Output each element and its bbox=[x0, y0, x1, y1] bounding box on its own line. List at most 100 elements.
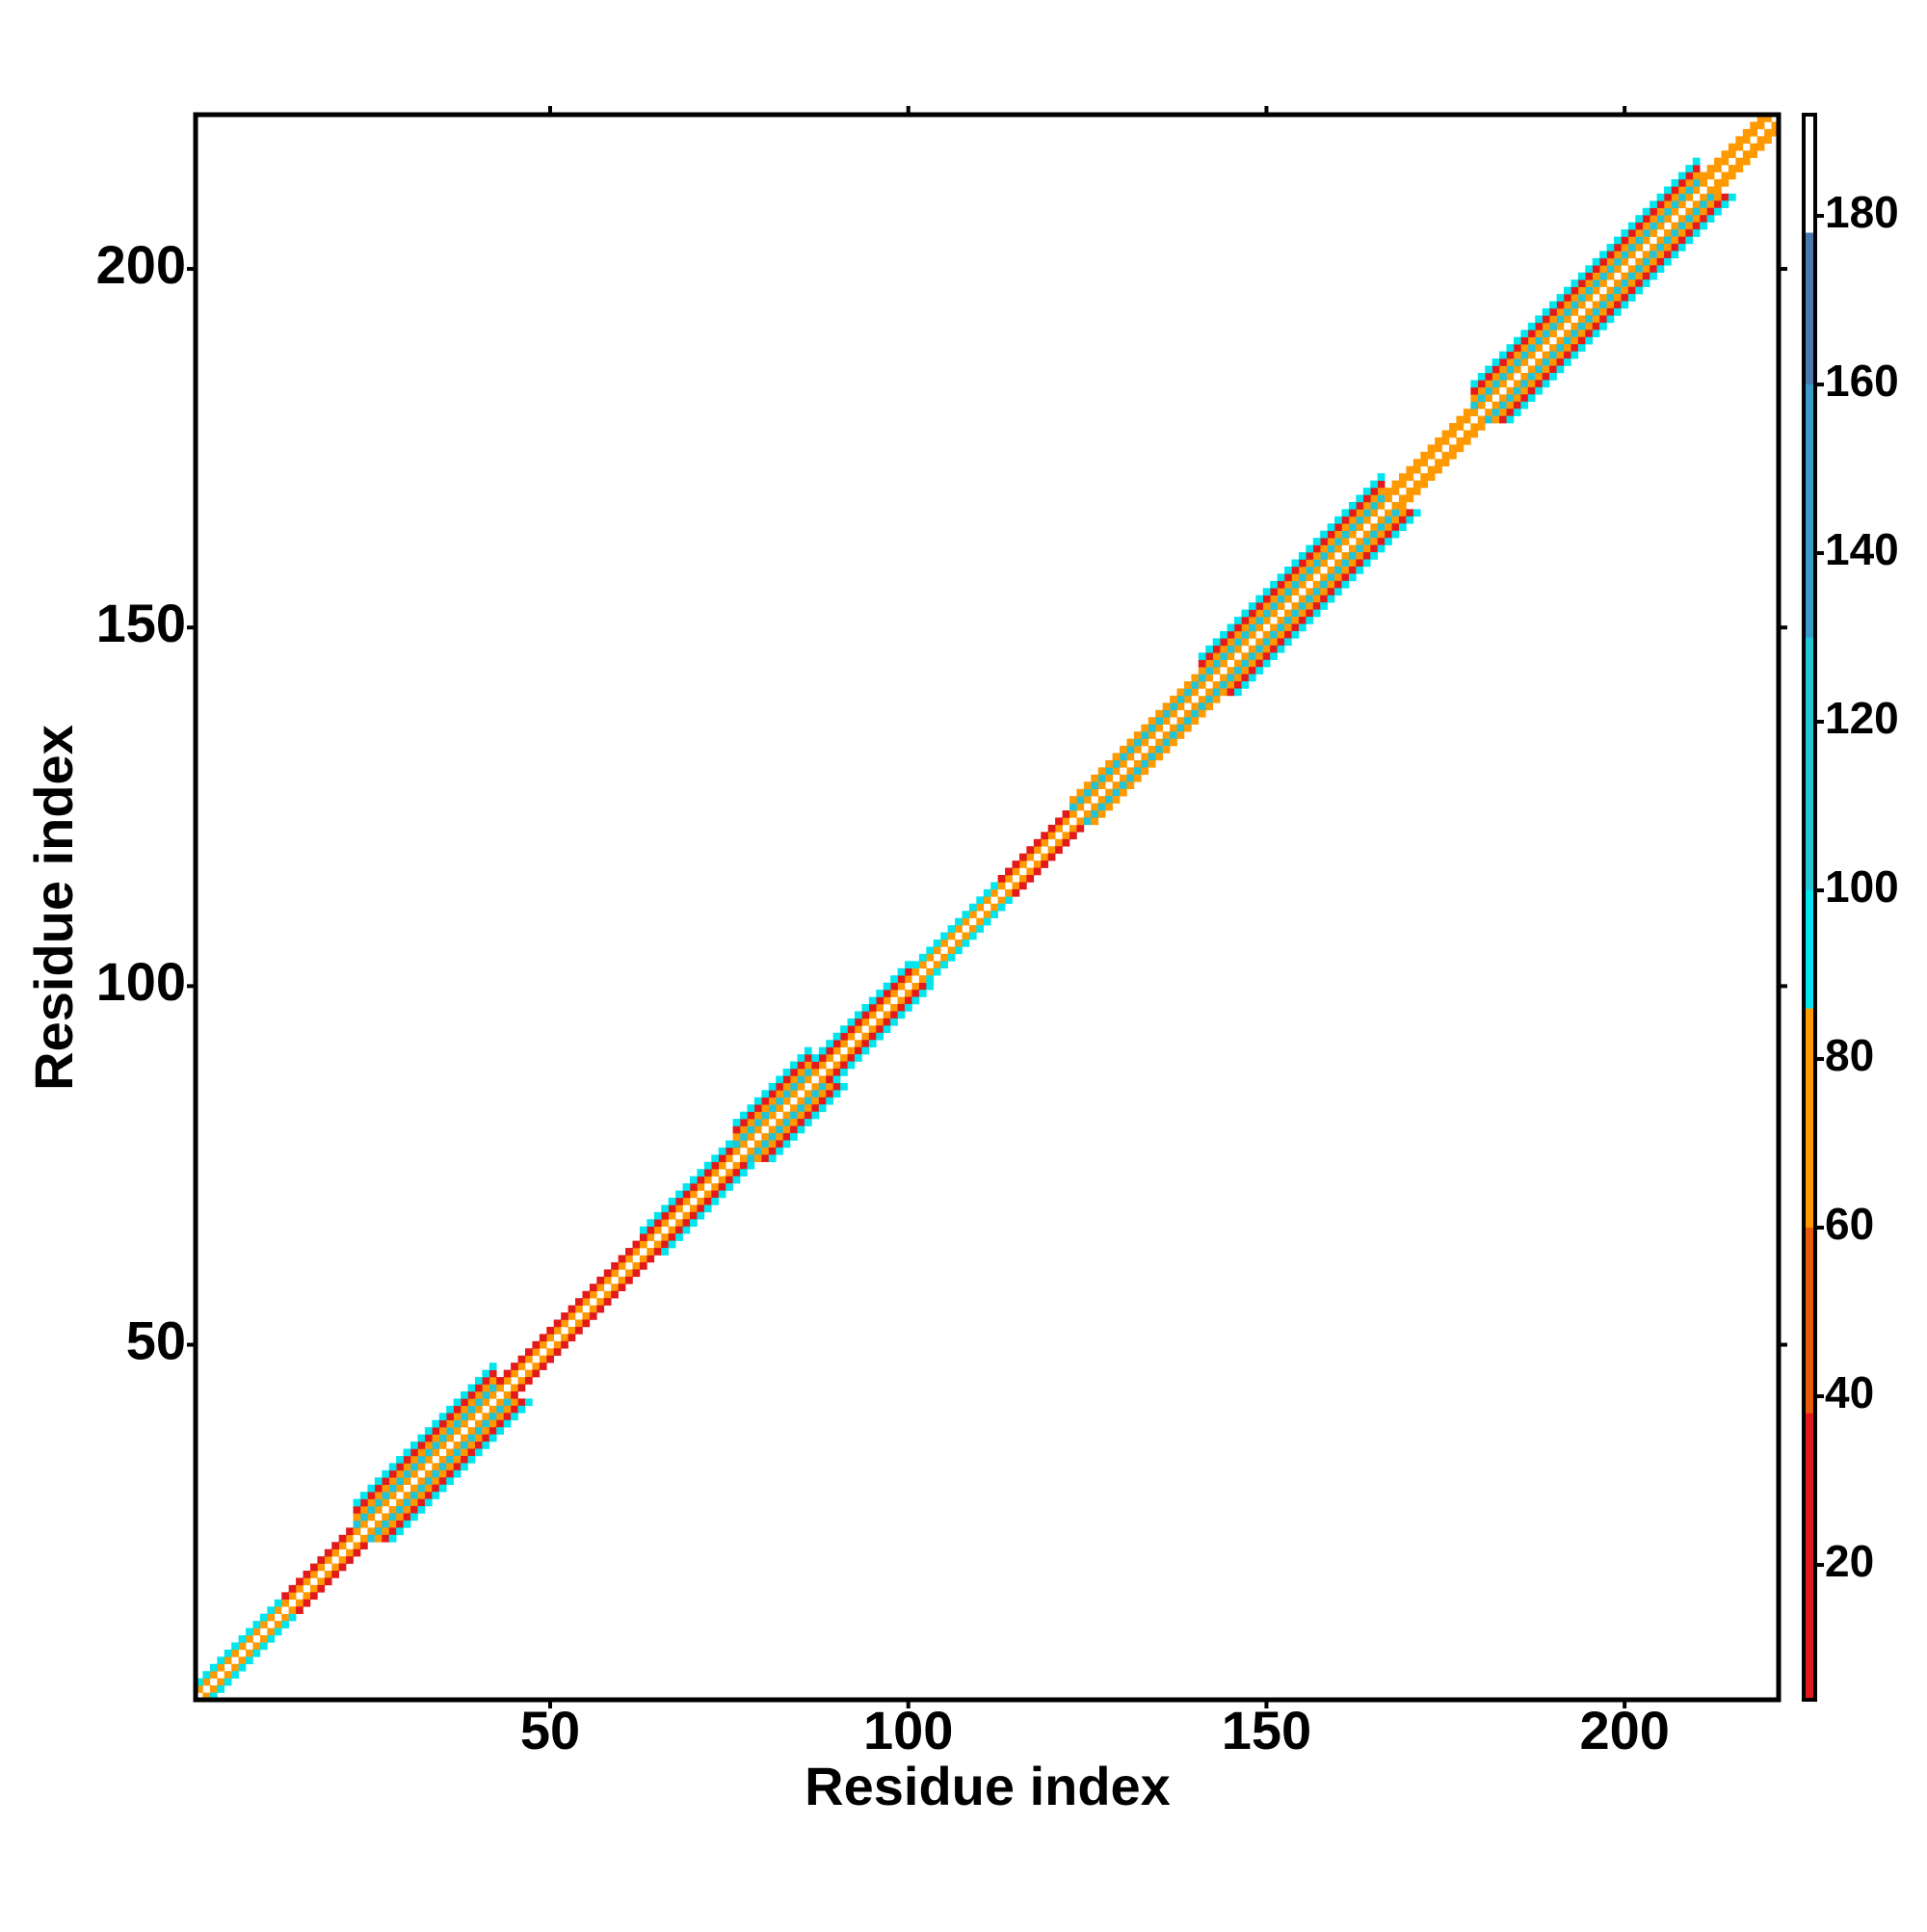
heatmap-cell bbox=[776, 1090, 783, 1098]
heatmap-cell bbox=[1477, 415, 1486, 424]
heatmap-cell bbox=[281, 1621, 289, 1628]
heatmap-cell bbox=[832, 1040, 841, 1047]
heatmap-cell bbox=[1162, 731, 1171, 739]
heatmap-cell bbox=[1477, 409, 1486, 416]
heatmap-cell bbox=[1348, 573, 1357, 582]
heatmap-cell bbox=[1284, 595, 1292, 603]
heatmap-cell bbox=[403, 1513, 411, 1522]
heatmap-cell bbox=[1742, 136, 1751, 145]
heatmap-cell bbox=[668, 1204, 676, 1213]
heatmap-cell bbox=[1018, 860, 1027, 868]
heatmap-cell bbox=[732, 1169, 741, 1177]
heatmap-cell bbox=[1306, 566, 1314, 574]
heatmap-cell bbox=[1097, 810, 1106, 818]
heatmap-cell bbox=[1614, 279, 1622, 287]
heatmap-cell bbox=[1284, 588, 1292, 596]
heatmap-cell bbox=[776, 1140, 783, 1149]
heatmap-cell bbox=[811, 1104, 820, 1112]
heatmap-cell bbox=[1721, 172, 1729, 180]
heatmap-cell bbox=[482, 1369, 490, 1378]
heatmap-cell bbox=[1277, 630, 1285, 639]
heatmap-cell bbox=[424, 1463, 433, 1471]
heatmap-cell bbox=[868, 1003, 877, 1012]
heatmap-cell bbox=[1542, 322, 1550, 331]
heatmap-cell bbox=[403, 1484, 411, 1493]
heatmap-cell bbox=[1499, 372, 1507, 381]
heatmap-cell bbox=[1577, 307, 1586, 316]
heatmap-cell bbox=[1377, 544, 1386, 553]
heatmap-cell bbox=[532, 1355, 541, 1363]
heatmap-cell bbox=[432, 1463, 440, 1471]
heatmap-cell bbox=[1671, 215, 1679, 223]
heatmap-cell bbox=[811, 1111, 820, 1120]
heatmap-cell bbox=[288, 1592, 297, 1601]
heatmap-cell bbox=[761, 1097, 770, 1105]
heatmap-cell bbox=[1334, 523, 1342, 532]
heatmap-cell bbox=[976, 896, 985, 905]
heatmap-cell bbox=[288, 1613, 297, 1622]
heatmap-cell bbox=[1155, 738, 1163, 747]
heatmap-cell bbox=[1520, 330, 1529, 338]
heatmap-cell bbox=[1441, 430, 1450, 438]
heatmap-cell bbox=[1320, 538, 1328, 545]
heatmap-cell bbox=[1248, 652, 1256, 661]
heatmap-cell bbox=[703, 1176, 712, 1184]
heatmap-cell bbox=[718, 1169, 726, 1177]
heatmap-cell bbox=[1083, 810, 1092, 818]
heatmap-cell bbox=[446, 1469, 454, 1478]
heatmap-cell bbox=[589, 1284, 597, 1292]
heatmap-cell bbox=[1635, 272, 1644, 280]
heatmap-cell bbox=[804, 1075, 812, 1084]
heatmap-cell bbox=[1170, 695, 1177, 703]
heatmap-cell bbox=[388, 1484, 397, 1493]
heatmap-cell bbox=[911, 982, 920, 991]
heatmap-cell bbox=[1248, 609, 1256, 618]
heatmap-cell bbox=[804, 1046, 812, 1055]
heatmap-cell bbox=[1527, 344, 1536, 352]
heatmap-cell bbox=[818, 1046, 827, 1055]
heatmap-cell bbox=[1233, 623, 1242, 632]
heatmap-cell bbox=[1556, 344, 1565, 352]
heatmap-cell bbox=[1742, 143, 1751, 151]
heatmap-cell bbox=[689, 1176, 698, 1184]
heatmap-cell bbox=[1255, 595, 1264, 603]
heatmap-cell bbox=[854, 1018, 862, 1026]
heatmap-cell bbox=[682, 1226, 691, 1234]
heatmap-cell bbox=[1685, 229, 1694, 237]
heatmap-cell bbox=[1571, 301, 1579, 309]
heatmap-cell bbox=[1291, 609, 1300, 618]
heatmap-cell bbox=[539, 1355, 547, 1363]
heatmap-cell bbox=[1449, 423, 1457, 431]
heatmap-cell bbox=[517, 1369, 526, 1378]
heatmap-cell bbox=[804, 1068, 812, 1076]
heatmap-cell bbox=[1599, 279, 1607, 287]
heatmap-cell bbox=[467, 1398, 476, 1407]
heatmap-cell bbox=[1198, 652, 1206, 661]
heatmap-cell bbox=[482, 1442, 490, 1449]
heatmap-cell bbox=[1513, 394, 1521, 403]
heatmap-cell bbox=[1162, 724, 1171, 732]
heatmap-cell bbox=[726, 1140, 733, 1149]
heatmap-cell bbox=[396, 1469, 404, 1478]
heatmap-cell bbox=[682, 1204, 691, 1213]
heatmap-cell bbox=[1506, 372, 1515, 381]
heatmap-cell bbox=[1212, 695, 1221, 703]
heatmap-cell bbox=[453, 1455, 462, 1464]
heatmap-cell bbox=[618, 1255, 626, 1263]
heatmap-cell bbox=[1506, 351, 1515, 359]
heatmap-cell bbox=[1463, 437, 1471, 445]
heatmap-cell bbox=[661, 1233, 669, 1241]
heatmap-cell bbox=[697, 1190, 705, 1199]
heatmap-cell bbox=[231, 1642, 239, 1651]
heatmap-cell bbox=[689, 1183, 698, 1191]
heatmap-cell bbox=[424, 1469, 433, 1478]
heatmap-cell bbox=[611, 1284, 619, 1292]
heatmap-cell bbox=[1527, 330, 1536, 338]
heatmap-cell bbox=[1592, 301, 1600, 309]
heatmap-cell bbox=[1542, 344, 1550, 352]
heatmap-cell bbox=[618, 1284, 626, 1292]
heatmap-cell bbox=[217, 1685, 225, 1693]
heatmap-cell bbox=[782, 1090, 791, 1098]
heatmap-cell bbox=[417, 1455, 426, 1464]
heatmap-cell bbox=[753, 1147, 762, 1155]
